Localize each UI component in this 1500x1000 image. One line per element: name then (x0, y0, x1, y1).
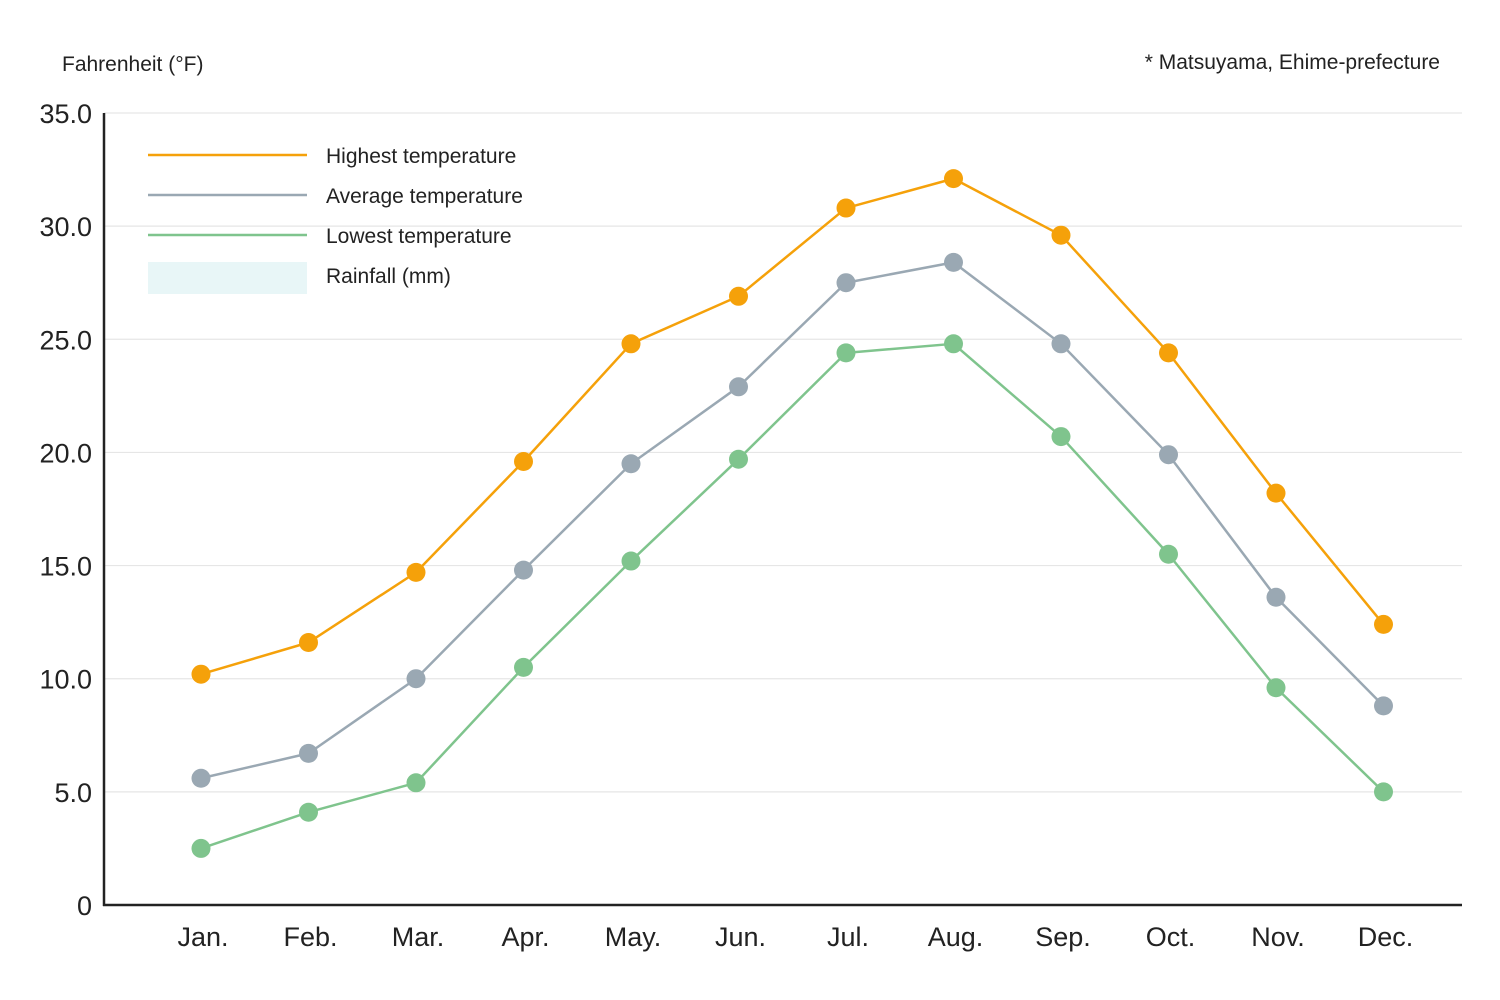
data-point (191, 664, 211, 684)
data-point (729, 449, 748, 469)
x-tick-label: Feb. (283, 922, 337, 952)
data-point (1266, 678, 1286, 698)
series-line (200, 342, 1385, 850)
x-tick-label: Aug. (928, 922, 984, 952)
data-point (1266, 587, 1286, 607)
y-tick-label: 35.0 (39, 99, 92, 129)
y-tick-label: 30.0 (39, 212, 92, 242)
data-point (191, 768, 211, 788)
y-tick-label: 0 (77, 891, 92, 921)
data-point (191, 838, 211, 858)
data-point (299, 633, 318, 653)
series-lines (191, 169, 1393, 858)
data-point (514, 560, 533, 580)
legend-swatch-rainfall (148, 262, 307, 294)
x-tick-label: Oct. (1146, 922, 1196, 952)
x-tick-label: Apr. (501, 922, 549, 952)
data-point (1159, 544, 1178, 564)
data-point (1051, 225, 1071, 245)
x-tick-label: May. (605, 922, 662, 952)
data-point (836, 343, 856, 363)
legend-label: Rainfall (mm) (326, 265, 451, 288)
data-point (944, 169, 963, 189)
data-point (406, 562, 426, 582)
y-tick-labels: 0 5.0 10.0 15.0 20.0 25.0 30.0 35.0 (39, 99, 92, 921)
y-axis-unit-label: Fahrenheit (°F) (62, 53, 203, 76)
data-point (836, 198, 856, 218)
data-point (1374, 696, 1393, 716)
legend-label: Lowest temperature (326, 225, 512, 248)
x-tick-label: Jan. (177, 922, 228, 952)
data-point (621, 454, 641, 474)
data-point (836, 273, 856, 293)
series-2 (191, 334, 1393, 858)
x-tick-label: Jun. (715, 922, 766, 952)
grid-lines (104, 112, 1462, 793)
legend-label: Average temperature (326, 185, 523, 208)
series-line (200, 177, 1385, 676)
x-tick-labels: Jan. Feb. Mar. Apr. May. Jun. Jul. Aug. Sep. Oct.… (177, 922, 1413, 952)
y-tick-label: 10.0 (39, 665, 92, 695)
data-point (944, 252, 963, 272)
data-point (944, 334, 963, 354)
data-point (406, 669, 426, 689)
data-point (406, 773, 426, 793)
data-point (729, 286, 748, 306)
data-point (1374, 614, 1393, 634)
x-tick-label: Dec. (1358, 922, 1414, 952)
x-tick-label: Jul. (827, 922, 869, 952)
axes (102, 113, 1462, 907)
data-point (1159, 343, 1178, 363)
y-tick-label: 20.0 (39, 438, 92, 468)
x-tick-label: Sep. (1035, 922, 1091, 952)
data-point (1051, 427, 1071, 447)
y-tick-label: 5.0 (54, 778, 92, 808)
y-tick-label: 25.0 (39, 325, 92, 355)
legend: Highest temperature Average temperature Lo… (148, 145, 523, 294)
series-0 (191, 169, 1393, 684)
series-line (200, 261, 1385, 780)
x-tick-label: Mar. (392, 922, 445, 952)
data-point (621, 334, 641, 354)
data-point (1266, 483, 1286, 503)
legend-label: Highest temperature (326, 145, 516, 168)
data-point (514, 657, 533, 677)
data-point (1159, 445, 1178, 465)
data-point (621, 551, 641, 571)
series-1 (191, 252, 1393, 788)
y-tick-label: 15.0 (39, 552, 92, 582)
x-tick-label: Nov. (1251, 922, 1305, 952)
data-point (1374, 782, 1393, 802)
data-point (729, 377, 748, 397)
data-point (514, 451, 533, 471)
data-point (299, 743, 318, 763)
location-note: * Matsuyama, Ehime-prefecture (1145, 51, 1440, 74)
data-point (1051, 334, 1071, 354)
data-point (299, 802, 318, 822)
